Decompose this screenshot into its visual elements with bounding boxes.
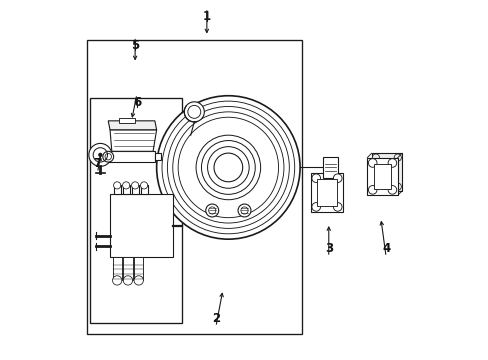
Circle shape [131,182,139,189]
Polygon shape [155,153,161,160]
Circle shape [98,153,102,157]
Bar [90,98,182,323]
Text: 5: 5 [131,39,139,52]
Circle shape [134,276,143,285]
Circle shape [387,185,396,194]
Circle shape [238,204,250,217]
Text: 2: 2 [211,311,220,325]
Circle shape [112,276,122,285]
Circle shape [205,204,218,217]
Circle shape [311,203,320,211]
Polygon shape [110,130,156,151]
Circle shape [333,174,341,183]
Bar [371,153,401,191]
Circle shape [311,174,320,183]
Text: 3: 3 [324,242,332,255]
Circle shape [184,102,204,122]
Polygon shape [108,121,156,130]
Circle shape [122,182,129,189]
Bar [86,40,301,334]
Circle shape [89,143,112,166]
Bar [317,179,336,206]
Bar [323,157,337,178]
Circle shape [367,185,376,194]
Circle shape [393,154,401,161]
Circle shape [387,159,396,167]
Bar [123,257,132,280]
Text: 1: 1 [203,10,210,23]
Bar [110,194,172,257]
Circle shape [393,183,401,190]
Bar [119,118,135,123]
Circle shape [371,154,379,161]
Circle shape [102,151,113,162]
Bar [366,158,397,195]
Bar [113,185,121,194]
Bar [122,185,129,194]
Bar [373,164,390,189]
Circle shape [333,203,341,211]
Circle shape [214,153,242,182]
Text: 6: 6 [133,96,141,109]
Text: 4: 4 [381,242,389,255]
Bar [131,185,139,194]
Circle shape [371,183,379,190]
Circle shape [123,276,132,285]
Bar [112,257,122,280]
Circle shape [113,182,121,189]
Bar [134,257,143,280]
Circle shape [156,96,300,239]
Bar [310,173,343,212]
Text: 7: 7 [93,157,102,170]
Circle shape [140,182,147,189]
Circle shape [367,159,376,167]
Bar [107,151,155,162]
Bar [140,185,147,194]
